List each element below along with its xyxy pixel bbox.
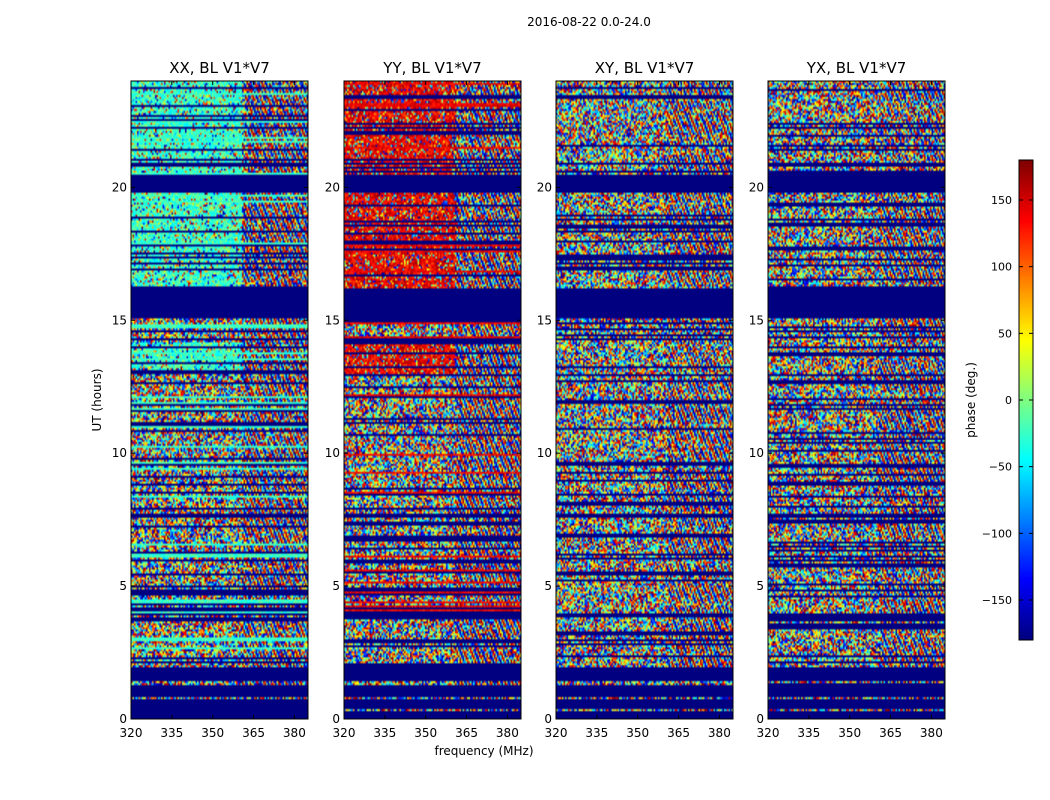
y-axis-label: UT (hours) <box>90 368 104 431</box>
phase-heatmap <box>131 81 308 719</box>
colorbar-tick-label: −150 <box>982 594 1012 607</box>
x-tick-label: 335 <box>585 726 608 740</box>
x-tick-label: 365 <box>455 726 478 740</box>
y-tick-label: 5 <box>119 579 127 593</box>
y-tick-label: 20 <box>325 180 340 194</box>
x-tick-label: 320 <box>120 726 143 740</box>
x-tick-label: 320 <box>757 726 780 740</box>
panel-frame <box>555 80 734 720</box>
y-tick-label: 20 <box>749 180 764 194</box>
colorbar-tick-label: −50 <box>989 461 1012 474</box>
y-tick-label: 15 <box>112 313 127 327</box>
x-tick-label: 320 <box>333 726 356 740</box>
x-tick-label: 350 <box>626 726 649 740</box>
y-tick-label: 0 <box>119 712 127 726</box>
phase-heatmap <box>344 81 521 719</box>
y-tick-label: 20 <box>112 180 127 194</box>
x-tick-label: 350 <box>201 726 224 740</box>
panel-title: YX, BL V1*V7 <box>806 59 907 77</box>
y-tick-label: 5 <box>332 579 340 593</box>
panel-1: XX, BL V1*V7 320 335 350 365 380 0 5 10 15 20 <box>112 59 309 740</box>
panel-title: XY, BL V1*V7 <box>595 59 695 77</box>
colorbar-tick-label: 150 <box>991 194 1012 207</box>
x-tick-label: 380 <box>283 726 306 740</box>
panel-frame <box>130 80 309 720</box>
panel-3: XY, BL V1*V7 320 335 350 365 380 0 5 10 15 20 <box>537 59 734 740</box>
x-tick-label: 320 <box>545 726 568 740</box>
x-tick-label: 380 <box>496 726 519 740</box>
y-tick-label: 15 <box>325 313 340 327</box>
colorbar-tick-label: 50 <box>998 327 1012 340</box>
panel-title: YY, BL V1*V7 <box>382 59 481 77</box>
panel-4: YX, BL V1*V7 320 335 350 365 380 0 5 10 15 20 <box>749 59 946 740</box>
x-tick-label: 350 <box>838 726 861 740</box>
y-tick-label: 10 <box>325 446 340 460</box>
y-tick-label: 15 <box>537 313 552 327</box>
y-tick-label: 5 <box>544 579 552 593</box>
y-tick-label: 10 <box>749 446 764 460</box>
y-tick-label: 0 <box>756 712 764 726</box>
panel-frame <box>343 80 522 720</box>
phase-heatmap <box>768 81 945 719</box>
x-tick-label: 335 <box>373 726 396 740</box>
x-tick-label: 365 <box>879 726 902 740</box>
x-tick-label: 365 <box>667 726 690 740</box>
colorbar-label: phase (deg.) <box>964 362 978 438</box>
colorbar-tick-label: 100 <box>991 261 1012 274</box>
y-tick-label: 5 <box>756 579 764 593</box>
y-tick-label: 0 <box>332 712 340 726</box>
y-tick-label: 0 <box>544 712 552 726</box>
panel-frame <box>767 80 946 720</box>
x-tick-label: 380 <box>920 726 943 740</box>
x-tick-label: 335 <box>160 726 183 740</box>
x-tick-label: 335 <box>797 726 820 740</box>
x-tick-label: 380 <box>708 726 731 740</box>
x-tick-label: 350 <box>414 726 437 740</box>
phase-heatmap <box>556 81 733 719</box>
y-tick-label: 10 <box>537 446 552 460</box>
x-axis-label: frequency (MHz) <box>434 744 533 758</box>
colorbar-gradient <box>1019 160 1033 640</box>
colorbar-tick-label: −100 <box>982 527 1012 540</box>
y-tick-label: 10 <box>112 446 127 460</box>
y-tick-label: 15 <box>749 313 764 327</box>
panel-2: YY, BL V1*V7 320 335 350 365 380 0 5 10 15 20 <box>325 59 522 740</box>
x-tick-label: 365 <box>242 726 265 740</box>
y-tick-label: 20 <box>537 180 552 194</box>
colorbar-tick-label: 0 <box>1005 394 1012 407</box>
panel-title: XX, BL V1*V7 <box>169 59 270 77</box>
figure-title: 2016-08-22 0.0-24.0 <box>527 15 651 29</box>
colorbar: −150 −100 −50 0 50 100 150 <box>982 159 1034 641</box>
